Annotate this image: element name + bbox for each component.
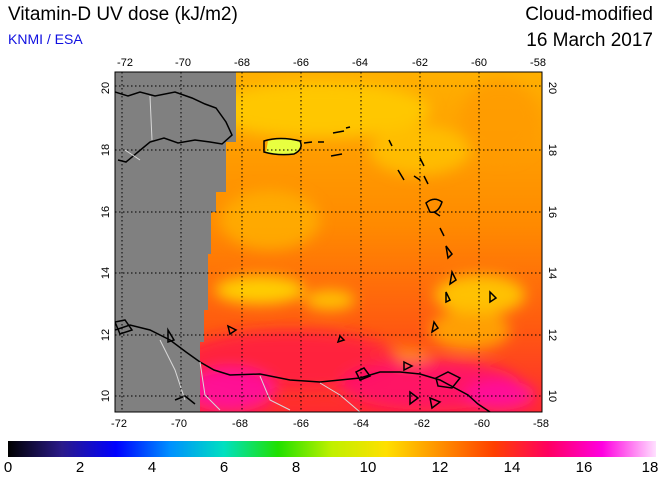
lat-tick: 16: [546, 206, 558, 218]
lon-tick: -66: [293, 57, 309, 69]
mode-label: Cloud-modified: [525, 4, 653, 25]
colorbar-tick: 8: [291, 459, 301, 476]
lon-tick: -70: [175, 57, 191, 69]
top-lon-ticks: -72 -70 -68 -66 -64 -62 -60 -58: [117, 57, 546, 69]
lon-tick: -62: [414, 418, 430, 430]
lon-tick: -60: [474, 418, 490, 430]
lon-tick: -68: [232, 418, 248, 430]
left-lat-ticks: 10 12 14 16 18 20: [100, 82, 112, 402]
colorbar-tick: 10: [359, 459, 377, 476]
lat-tick: 10: [100, 390, 112, 402]
colorbar-tick: 14: [503, 459, 521, 476]
lat-tick: 14: [100, 267, 112, 279]
colorbar-tick: 2: [75, 459, 85, 476]
colorbar-tick: 18: [641, 459, 659, 476]
lat-tick: 12: [100, 329, 112, 341]
lat-tick: 18: [100, 144, 112, 156]
bottom-lon-ticks: -72 -70 -68 -66 -64 -62 -60 -58: [111, 418, 549, 430]
date-label: 16 March 2017: [526, 30, 653, 51]
lon-tick: -64: [352, 57, 368, 69]
lon-tick: -58: [530, 57, 546, 69]
lon-tick: -72: [111, 418, 127, 430]
lon-tick: -72: [117, 57, 133, 69]
lat-tick: 18: [546, 144, 558, 156]
no-data-region: [115, 72, 236, 412]
graticule: [115, 72, 542, 412]
map: -72 -70 -68 -66 -64 -62 -60 -58 -72 -70 …: [100, 57, 558, 430]
colorbar-tick: 16: [575, 459, 593, 476]
coastlines: [115, 91, 498, 412]
lon-tick: -68: [234, 57, 250, 69]
colorbar-tick: 6: [219, 459, 229, 476]
uv-field: [115, 72, 542, 412]
lat-tick: 12: [546, 329, 558, 341]
map-frame: [114, 71, 543, 413]
lon-tick: -58: [533, 418, 549, 430]
lat-tick: 20: [100, 82, 112, 94]
right-lat-ticks: 10 12 14 16 18 20: [546, 82, 558, 402]
lon-tick: -70: [171, 418, 187, 430]
colorbar-tick: 12: [431, 459, 449, 476]
lat-tick: 20: [546, 82, 558, 94]
colorbar-tick: 4: [147, 459, 157, 476]
chart-title: Vitamin-D UV dose (kJ/m2): [8, 4, 238, 25]
colorbar: [8, 441, 656, 457]
lat-tick: 16: [100, 206, 112, 218]
credit-label: KNMI / ESA: [8, 31, 83, 47]
colorbar-tick: 0: [3, 459, 13, 476]
lon-tick: -62: [412, 57, 428, 69]
lon-tick: -60: [471, 57, 487, 69]
borders: [124, 95, 361, 412]
lon-tick: -66: [293, 418, 309, 430]
lat-tick: 14: [546, 267, 558, 279]
lat-tick: 10: [546, 390, 558, 402]
lon-tick: -64: [353, 418, 369, 430]
